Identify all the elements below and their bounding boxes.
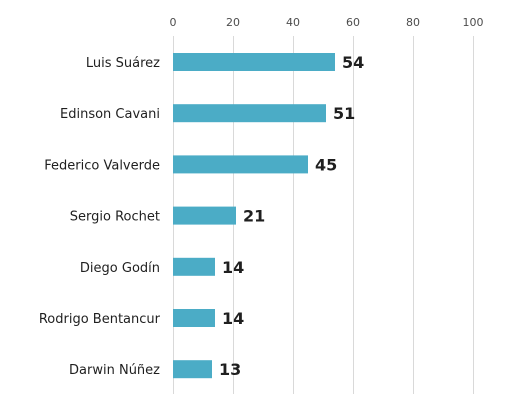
x-tick-label: 40 xyxy=(286,16,300,29)
bar xyxy=(173,104,326,123)
x-tick-label: 20 xyxy=(226,16,240,29)
x-tick-label: 80 xyxy=(406,16,420,29)
category-label: Diego Godín xyxy=(80,261,160,276)
data-label: 54 xyxy=(342,53,364,72)
x-tick-label: 100 xyxy=(463,16,484,29)
data-label: 21 xyxy=(243,207,265,226)
gridlines xyxy=(173,36,474,394)
data-label: 51 xyxy=(333,104,355,123)
category-label: Edinson Cavani xyxy=(60,107,160,122)
bars xyxy=(173,53,335,379)
category-label: Sergio Rochet xyxy=(70,210,160,225)
bar xyxy=(173,155,308,174)
x-tick-label: 60 xyxy=(346,16,360,29)
bar xyxy=(173,309,215,327)
category-label: Luis Suárez xyxy=(86,56,160,71)
category-label: Federico Valverde xyxy=(44,158,160,173)
category-label: Rodrigo Bentancur xyxy=(39,312,161,327)
data-label: 13 xyxy=(219,360,241,379)
data-label: 45 xyxy=(315,155,337,174)
x-axis-ticks: 0 20 40 60 80 100 xyxy=(170,16,484,29)
bar xyxy=(173,360,212,379)
bar xyxy=(173,53,335,71)
x-tick-label: 0 xyxy=(170,16,177,29)
bar xyxy=(173,206,236,225)
category-labels: Luis Suárez Edinson Cavani Federico Valver… xyxy=(39,56,161,378)
data-label: 14 xyxy=(222,258,244,277)
data-label: 14 xyxy=(222,309,244,328)
data-labels: 54 51 45 21 14 14 13 xyxy=(219,53,364,379)
bar xyxy=(173,257,215,276)
category-label: Darwin Núñez xyxy=(69,363,160,378)
